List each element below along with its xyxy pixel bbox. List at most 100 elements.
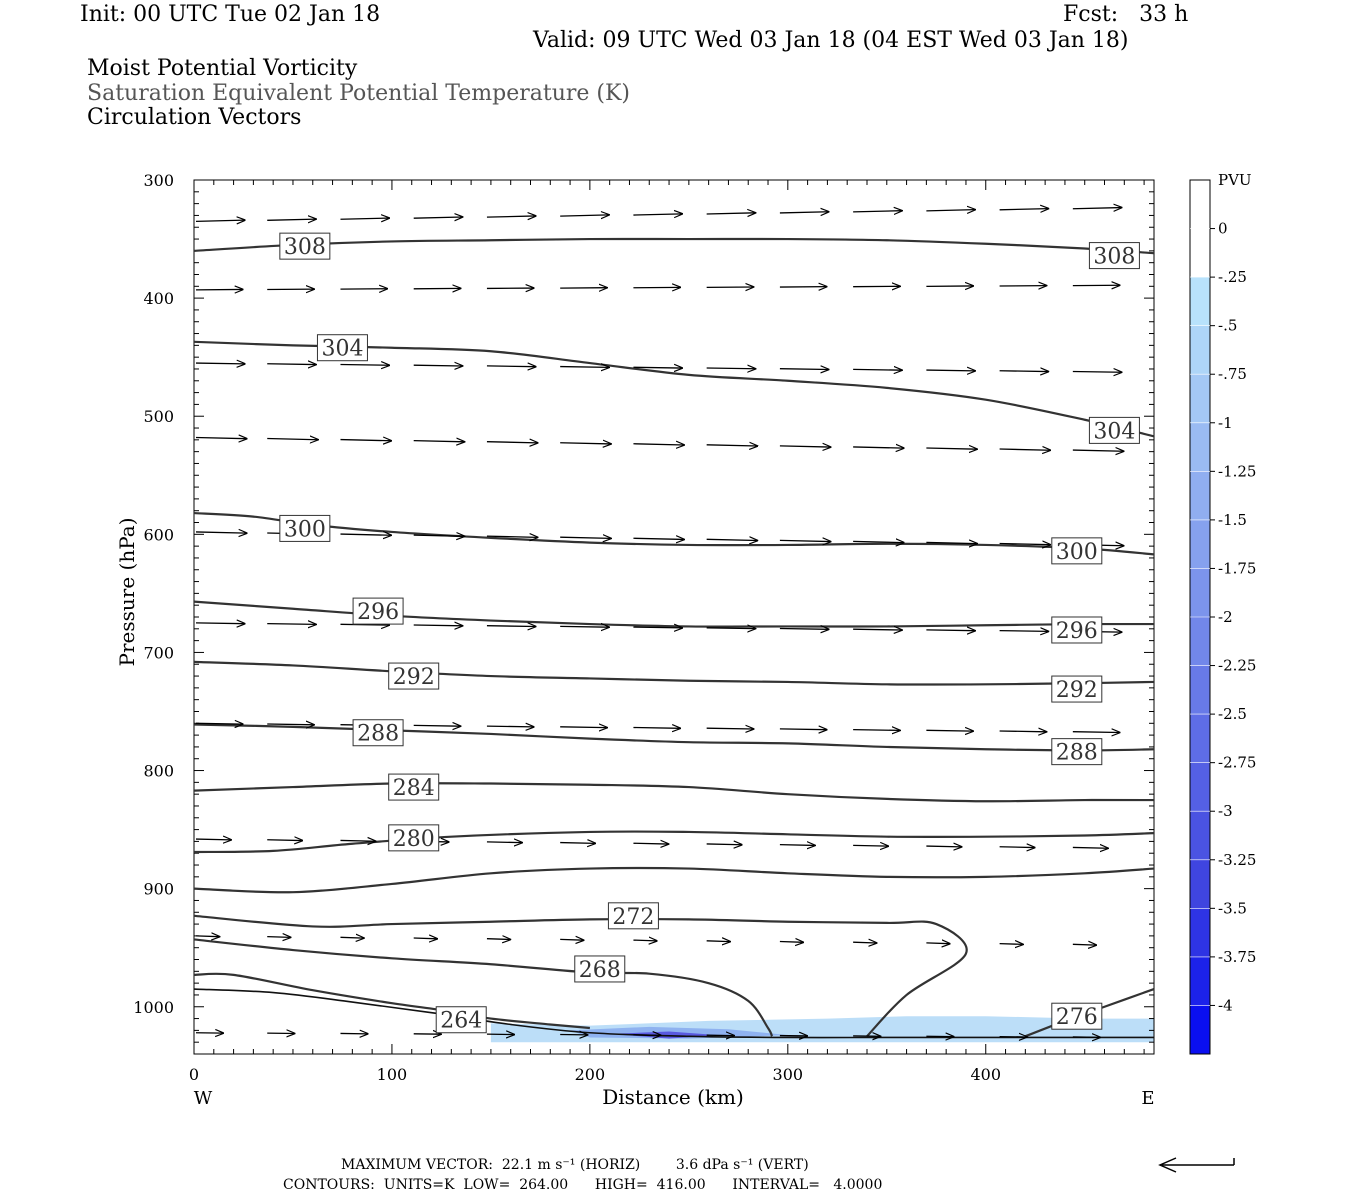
x-end-label-east: E [1141, 1088, 1154, 1109]
circulation-vector [853, 369, 902, 370]
colorbar-label: -3.5 [1218, 899, 1247, 917]
circulation-vector [267, 219, 316, 220]
colorbar-swatch [1190, 762, 1210, 812]
plot-frame [193, 179, 1155, 1055]
circulation-vector [195, 532, 247, 533]
circulation-vector [195, 437, 247, 438]
circulation-vector [853, 730, 900, 731]
circulation-vector [340, 440, 391, 441]
circulation-vector [267, 937, 290, 938]
tick-marks [193, 179, 1154, 1055]
circulation-vector [486, 216, 536, 217]
contour-272 [193, 914, 968, 1038]
circulation-vector [195, 623, 245, 624]
contour-label-box [279, 514, 331, 542]
circulation-vector [486, 442, 538, 443]
valid-time: Valid: 09 UTC Wed 03 Jan 18 (04 EST Wed … [533, 28, 1129, 53]
colorbar-swatch [1190, 325, 1210, 375]
circulation-vector [779, 212, 829, 213]
circulation-vector [413, 725, 461, 726]
colorbar-label: 0 [1218, 220, 1228, 238]
contour-label: 304 [1093, 419, 1135, 444]
circulation-vector [267, 724, 314, 725]
circulation-vector [1072, 732, 1120, 733]
circulation-vector [486, 726, 534, 727]
contour-label: 308 [1093, 245, 1135, 270]
colorbar-swatch [1190, 228, 1210, 278]
contour-280 [193, 830, 1155, 854]
circulation-vector [340, 534, 391, 535]
colorbar-swatch [1190, 374, 1210, 424]
colorbar-swatch [1190, 859, 1210, 909]
contour-label-box [352, 719, 404, 747]
contour-label: 304 [321, 337, 363, 362]
colorbar-label: -1.75 [1218, 559, 1256, 577]
contour-label: 292 [1056, 678, 1098, 703]
y-tick-label: 600 [143, 525, 174, 544]
colorbar-swatch [1190, 1005, 1210, 1055]
colorbar-label: -2.5 [1218, 705, 1247, 723]
contour-label-box [316, 334, 368, 362]
circulation-vector [340, 840, 375, 841]
contour-label-box [279, 232, 331, 260]
colorbar-swatch [1190, 811, 1210, 861]
circulation-vector [926, 943, 949, 944]
contour-label: 280 [393, 827, 435, 852]
circulation-vector [1072, 944, 1096, 945]
y-tick-label: 800 [143, 762, 174, 781]
colorbar-label: -.25 [1218, 268, 1247, 286]
circulation-vector [413, 365, 463, 366]
x-tick-label: 100 [377, 1065, 408, 1084]
circulation-vector [1072, 847, 1108, 848]
circulation-vector [195, 220, 245, 221]
contour-label-box [1051, 675, 1103, 703]
reference-vector-head [1158, 1157, 1177, 1173]
circulation-vector [560, 443, 611, 444]
contour-label-box [352, 597, 404, 625]
circulation-vector [926, 370, 975, 371]
x-tick-label: 300 [773, 1065, 804, 1084]
circulation-vector [413, 938, 437, 939]
circulation-vector [853, 942, 876, 943]
pv-colorbar: PVU 0 -.25 -.5 -.75 -1 -1.25 -1.5 -1.75 -2 -2.25 -2… [1189, 171, 1256, 1055]
circulation-vector [926, 542, 977, 543]
circulation-vectors [195, 208, 1124, 1038]
field-title-theta-es: Saturation Equivalent Potential Temperat… [87, 81, 630, 106]
contour-label-box [1051, 616, 1103, 644]
circulation-vector [267, 439, 318, 440]
y-tick-label: 300 [143, 171, 174, 190]
circulation-vector [340, 364, 389, 365]
colorbar-swatch [1190, 617, 1210, 666]
x-end-label-west: W [194, 1088, 213, 1109]
reference-vector [1158, 1157, 1235, 1173]
circulation-vector [633, 843, 668, 844]
circulation-vector [706, 539, 758, 540]
circulation-vector [413, 441, 465, 442]
circulation-vector [779, 369, 829, 370]
circulation-vector [267, 624, 316, 625]
field-title-pv: Moist Potential Vorticity [87, 56, 358, 81]
contour-label-box [388, 824, 440, 852]
circulation-vector [706, 844, 742, 845]
circulation-vector [779, 629, 829, 630]
colorbar-swatch [1190, 471, 1210, 521]
circulation-vector [706, 213, 756, 214]
contour-292 [193, 660, 1155, 686]
x-tick-label: 200 [575, 1065, 606, 1084]
y-tick-label: 400 [143, 289, 174, 308]
field-title-vectors: Circulation Vectors [87, 105, 302, 130]
circulation-vector [926, 846, 961, 847]
y-axis-title: Pressure (hPa) [115, 518, 139, 667]
circulation-vector [560, 843, 595, 844]
circulation-vector [853, 447, 904, 448]
contour-300 [193, 511, 1155, 556]
circulation-vector [340, 218, 389, 219]
colorbar-swatch [1190, 956, 1210, 1006]
circulation-vector [853, 211, 902, 212]
colorbar-label: -3.75 [1218, 948, 1256, 966]
circulation-vector [633, 727, 680, 728]
contour-label-box [435, 1006, 487, 1034]
colorbar-label: -2 [1218, 608, 1233, 626]
contour-label-box [388, 662, 440, 690]
